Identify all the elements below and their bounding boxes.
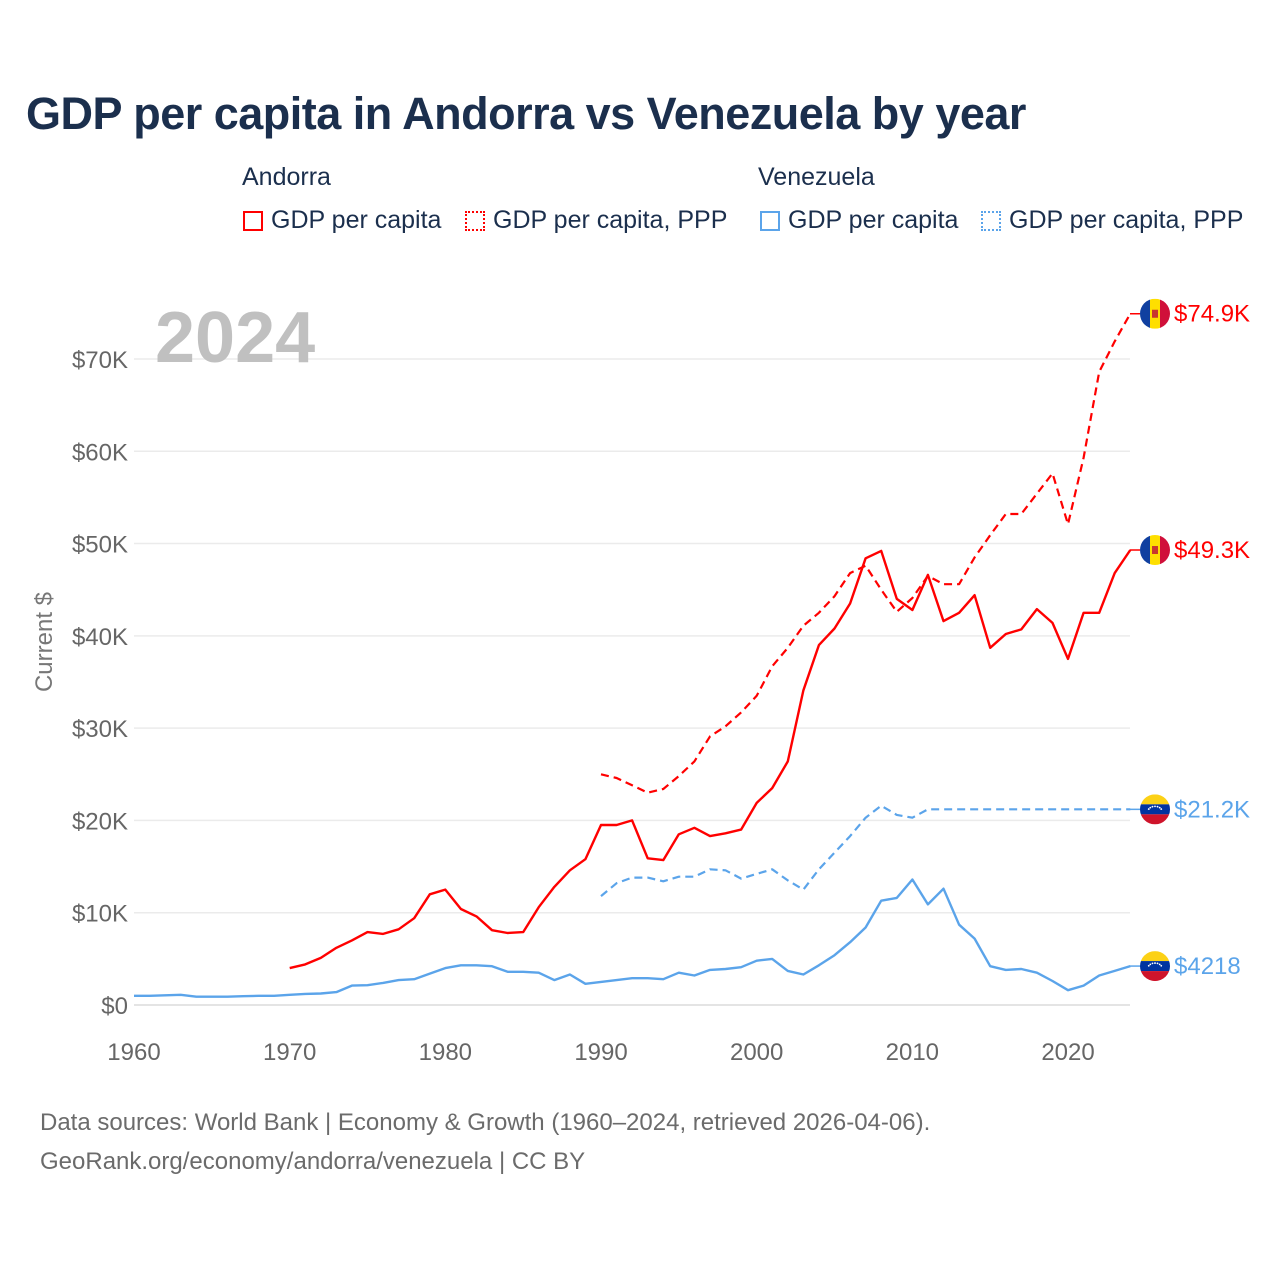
flag-stripe: [1140, 971, 1170, 982]
y-tick-label: $30K: [72, 716, 128, 743]
footer-link[interactable]: GeoRank.org/economy/andorra/venezuela | …: [40, 1148, 586, 1175]
legend-swatch-dotted-blue: [981, 210, 1001, 231]
flag-stripe: [1140, 794, 1170, 805]
venezuela-flag-icon: [1140, 951, 1170, 982]
legend-label: GDP per capita, PPP: [493, 206, 728, 234]
series-line-andorra-gdp-per-capita-ppp: [600, 313, 1132, 794]
flag-star: [1147, 808, 1150, 810]
x-tick-label: 1990: [574, 1039, 627, 1066]
y-tick-label: $50K: [72, 532, 128, 559]
series-line-venezuela-gdp-per-capita: [134, 878, 1131, 998]
flag-stripe: [1160, 535, 1170, 566]
end-value-label: $49.3K: [1174, 537, 1250, 564]
x-tick-label: 2010: [886, 1039, 939, 1066]
y-tick-label: $70K: [72, 347, 128, 374]
flag-body: [1140, 794, 1170, 825]
legend-venezuela-gdp-ppp[interactable]: GDP per capita, PPP: [981, 206, 1243, 235]
legend-label: GDP per capita, PPP: [1009, 206, 1244, 234]
x-tick-label: 2020: [1041, 1039, 1094, 1066]
flag-star: [1158, 806, 1161, 809]
flag-body: [1140, 951, 1170, 982]
flag-star: [1151, 962, 1154, 965]
year-watermark: 2024: [155, 298, 315, 378]
andorra-flag-icon: [1140, 535, 1170, 566]
flag-star: [1147, 964, 1150, 967]
legend-swatch-solid-red: [243, 210, 263, 231]
flag-stripe: [1140, 535, 1150, 566]
legend-group-venezuela: Venezuela: [758, 163, 875, 191]
flag-body: [1140, 535, 1170, 566]
flag-star: [1156, 962, 1159, 965]
end-value-label: $4218: [1174, 953, 1241, 980]
legend-andorra-gdp[interactable]: GDP per capita: [243, 206, 441, 235]
legend-venezuela-gdp[interactable]: GDP per capita: [760, 206, 958, 235]
legend-label: GDP per capita: [788, 206, 959, 234]
flag-star: [1149, 806, 1152, 809]
end-value-label: $74.9K: [1174, 301, 1250, 328]
flag-star: [1160, 964, 1163, 967]
flag-star: [1160, 808, 1163, 810]
y-tick-label: $60K: [72, 439, 128, 466]
x-tick-label: 1980: [419, 1039, 472, 1066]
flag-star: [1149, 963, 1152, 966]
y-tick-label: $10K: [72, 901, 128, 928]
series-line-andorra-gdp-per-capita: [289, 549, 1132, 970]
series-line-venezuela-gdp-per-capita-ppp: [600, 804, 1131, 897]
y-tick-label: $20K: [72, 808, 128, 835]
y-tick-label: $40K: [72, 624, 128, 651]
venezuela-flag-icon: [1140, 794, 1170, 825]
flag-star: [1156, 805, 1159, 808]
flag-emblem: [1152, 546, 1158, 555]
legend-swatch-solid-blue: [760, 210, 780, 231]
flag-stripe: [1140, 951, 1170, 962]
flag-stripe: [1160, 298, 1170, 329]
x-tick-label: 2000: [730, 1039, 783, 1066]
flag-star: [1154, 962, 1156, 964]
legend-group-andorra: Andorra: [242, 163, 331, 191]
legend-label: GDP per capita: [271, 206, 442, 234]
x-tick-label: 1960: [107, 1039, 160, 1066]
flag-star: [1151, 805, 1154, 808]
x-tick-label: 1970: [263, 1039, 316, 1066]
y-axis-label: Current $: [31, 592, 58, 692]
flag-star: [1154, 805, 1156, 808]
flag-stripe: [1140, 814, 1170, 825]
chart-title: GDP per capita in Andorra vs Venezuela b…: [26, 88, 1026, 139]
end-value-label: $21.2K: [1174, 796, 1250, 823]
flag-body: [1140, 298, 1170, 329]
flag-star: [1158, 963, 1161, 966]
flag-stripe: [1140, 804, 1170, 815]
flag-emblem: [1152, 309, 1158, 318]
flag-stripe: [1140, 961, 1170, 972]
legend-andorra-gdp-ppp[interactable]: GDP per capita, PPP: [465, 206, 727, 235]
footer-sources: Data sources: World Bank | Economy & Gro…: [40, 1109, 931, 1136]
legend-swatch-dotted-red: [465, 210, 485, 231]
y-tick-label: $0: [101, 993, 128, 1020]
andorra-flag-icon: [1140, 298, 1170, 329]
flag-stripe: [1140, 298, 1150, 329]
